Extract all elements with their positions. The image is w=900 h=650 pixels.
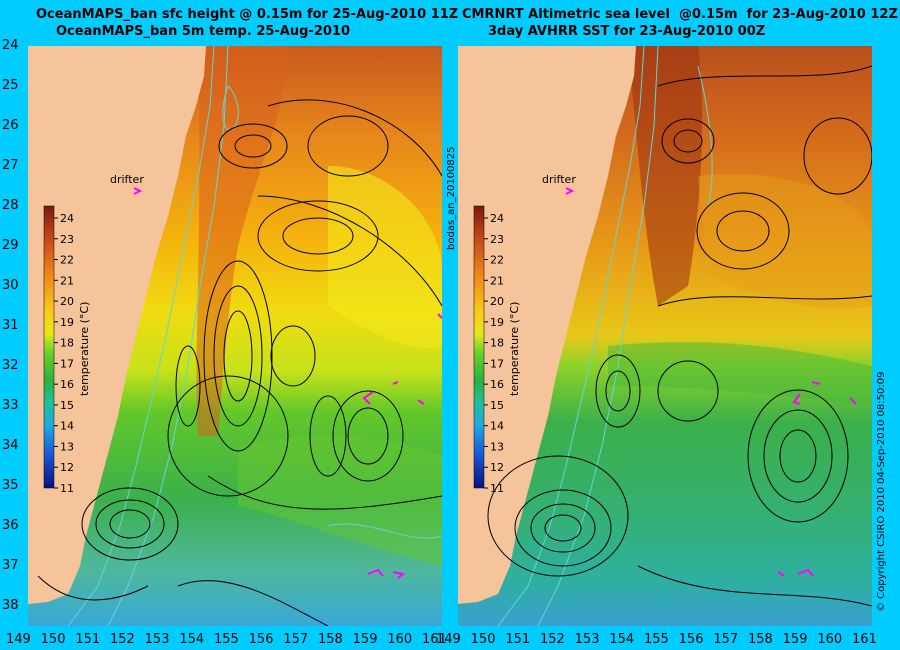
colorbar-tick-label: 18 xyxy=(490,337,504,350)
sea-level-contours xyxy=(487,65,872,607)
warm-eddy-patch xyxy=(698,174,872,309)
cool-water-patch xyxy=(238,436,442,566)
latitude-tick-label: 26 xyxy=(2,118,19,133)
colorbar-tick-label: 13 xyxy=(60,440,74,453)
longitude-tick-label: 161 xyxy=(852,632,877,647)
colorbar-tick-label: 24 xyxy=(490,212,504,225)
colorbar-tick-label: 24 xyxy=(60,212,74,225)
drifter-label: drifter xyxy=(542,173,576,186)
longitude-tick-label: 150 xyxy=(470,632,496,647)
coastline-land xyxy=(28,46,206,604)
map-panel-left: drifter 24 23 22 21 20 19 18 17 16 15 14 13 12 11 tem… xyxy=(28,46,442,626)
longitude-tick-label: 149 xyxy=(6,632,31,647)
colorbar-tick-label: 22 xyxy=(60,254,74,267)
colorbar-tick-label: 21 xyxy=(490,274,504,287)
copyright-label: © Copyright CSIRO 2010 04-Sep-2010 08:50… xyxy=(876,371,887,612)
colorbar-tick-label: 17 xyxy=(60,357,74,370)
latitude-tick-label: 31 xyxy=(2,318,19,333)
longitude-tick-label: 160 xyxy=(817,632,843,647)
longitude-tick-label: 157 xyxy=(713,632,739,647)
longitude-tick-label: 155 xyxy=(644,632,669,647)
map-panel-right: drifter 24 23 22 21 20 19 18 17 16 15 14 13 12 11 tem… xyxy=(458,46,872,626)
colorbar-tick-label: 23 xyxy=(490,233,504,246)
latitude-tick-label: 38 xyxy=(2,598,19,613)
right-title-line1: CMRNRT Altimetric sea level @0.15m for 2… xyxy=(462,7,898,22)
left-title-line2: OceanMAPS_ban 5m temp. 25-Aug-2010 xyxy=(56,24,350,39)
colorbar-tick-label: 15 xyxy=(60,399,74,412)
colorbar-tick-label: 23 xyxy=(60,233,74,246)
colorbar-tick-label: 11 xyxy=(490,482,504,495)
drifter-arrow-legend xyxy=(133,187,143,195)
coastline-land xyxy=(458,46,636,604)
colorbar-gradient xyxy=(43,205,55,489)
latitude-tick-label: 35 xyxy=(2,478,19,493)
longitude-tick-label: 158 xyxy=(318,632,343,647)
latitude-tick-label: 28 xyxy=(2,198,19,213)
longitude-tick-label: 154 xyxy=(179,632,205,647)
colorbar-tick-label: 20 xyxy=(490,295,504,308)
longitude-tick-label: 160 xyxy=(387,632,413,647)
longitude-tick-label: 161 xyxy=(422,632,447,647)
latitude-tick-label: 33 xyxy=(2,398,19,413)
latitude-tick-label: 24 xyxy=(2,38,19,53)
colorbar-tick-label: 19 xyxy=(60,316,74,329)
longitude-tick-label: 149 xyxy=(436,632,461,647)
latitude-tick-label: 27 xyxy=(2,158,19,173)
colorbar-tick-label: 16 xyxy=(490,378,504,391)
latitude-tick-label: 29 xyxy=(2,238,19,253)
colorbar-tick-label: 22 xyxy=(490,254,504,267)
longitude-tick-label: 150 xyxy=(40,632,66,647)
colorbar-tick-label: 16 xyxy=(60,378,74,391)
colorbar-tick-label: 20 xyxy=(60,295,74,308)
longitude-tick-label: 151 xyxy=(505,632,531,647)
colorbar-tick-label: 17 xyxy=(490,357,504,370)
colorbar-tick-label: 12 xyxy=(490,461,504,474)
colorbar-tick-label: 11 xyxy=(60,482,74,495)
colorbar-tick-label: 14 xyxy=(490,420,504,433)
warm-current-tongue xyxy=(628,46,703,306)
drifter-arrows xyxy=(133,187,442,579)
colorbar-tick-label: 19 xyxy=(490,316,504,329)
drifter-arrows xyxy=(565,187,857,577)
longitude-tick-label: 156 xyxy=(248,632,274,647)
colorbar-tick-label: 14 xyxy=(60,420,74,433)
colorbar-tick-label: 18 xyxy=(60,337,74,350)
colorbar-tick-label: 13 xyxy=(490,440,504,453)
left-title-line1: OceanMAPS_ban sfc height @ 0.15m for 25-… xyxy=(36,7,459,22)
model-run-label: bodas_an_20100825 xyxy=(446,146,457,250)
map-right-svg: drifter 24 23 22 21 20 19 18 17 16 15 14 13 12 11 tem… xyxy=(458,46,872,626)
right-title-line2: 3day AVHRR SST for 23-Aug-2010 00Z xyxy=(488,24,766,39)
latitude-tick-label: 25 xyxy=(2,78,19,93)
colorbar-tick-label: 15 xyxy=(490,399,504,412)
warm-eddy-patch xyxy=(328,166,442,348)
colorbar-label: temperature (°C) xyxy=(508,302,521,396)
longitude-tick-label: 154 xyxy=(609,632,635,647)
latitude-tick-label: 36 xyxy=(2,518,19,533)
cool-water-patch xyxy=(608,342,872,406)
colorbar-gradient xyxy=(473,205,485,489)
colorbar-tick-label: 12 xyxy=(60,461,74,474)
sea-level-contours xyxy=(37,99,442,626)
colorbar-label: temperature (°C) xyxy=(78,302,91,396)
longitude-tick-label: 158 xyxy=(748,632,773,647)
longitude-tick-label: 153 xyxy=(574,632,600,647)
longitude-tick-label: 152 xyxy=(110,632,135,647)
latitude-tick-label: 30 xyxy=(2,278,19,293)
latitude-tick-label: 34 xyxy=(2,438,19,453)
longitude-tick-label: 157 xyxy=(283,632,309,647)
longitude-tick-label: 152 xyxy=(540,632,565,647)
longitude-tick-label: 153 xyxy=(144,632,170,647)
longitude-tick-label: 151 xyxy=(75,632,101,647)
longitude-tick-label: 159 xyxy=(782,632,808,647)
colorbar: 24 23 22 21 20 19 18 17 16 15 14 13 12 11 xyxy=(473,205,504,495)
longitude-tick-label: 155 xyxy=(214,632,239,647)
longitude-tick-label: 159 xyxy=(352,632,378,647)
map-left-svg: drifter 24 23 22 21 20 19 18 17 16 15 14 13 12 11 tem… xyxy=(28,46,442,626)
drifter-label: drifter xyxy=(110,173,144,186)
longitude-tick-label: 156 xyxy=(678,632,704,647)
colorbar-tick-label: 21 xyxy=(60,274,74,287)
latitude-tick-label: 37 xyxy=(2,558,19,573)
latitude-tick-label: 32 xyxy=(2,358,19,373)
colorbar: 24 23 22 21 20 19 18 17 16 15 14 13 12 11 xyxy=(43,205,74,495)
